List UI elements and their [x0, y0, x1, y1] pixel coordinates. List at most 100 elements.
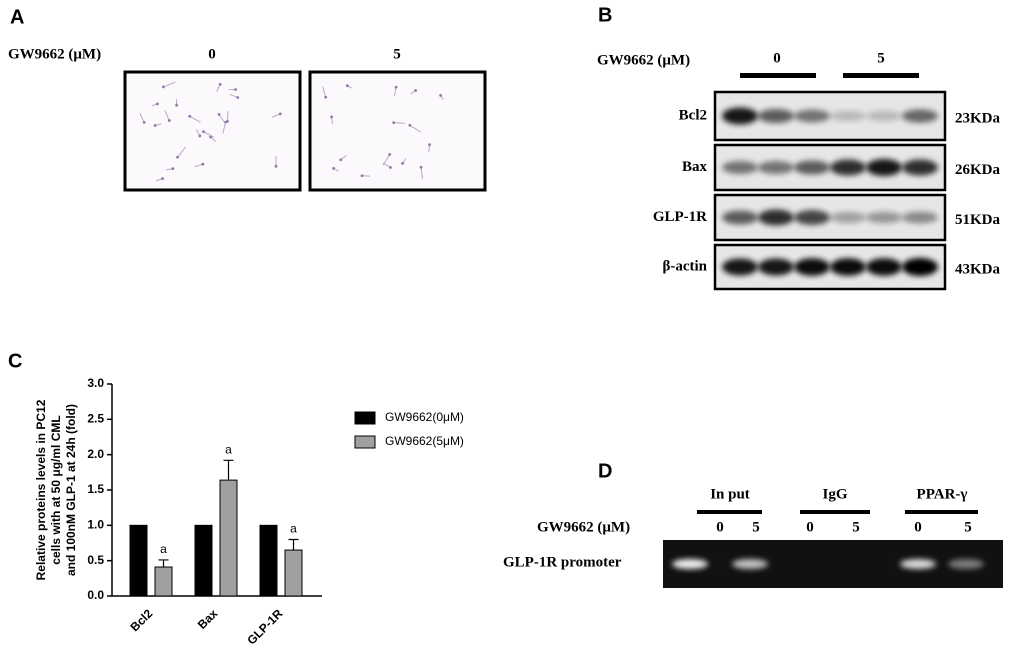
cell: [229, 93, 238, 98]
dose-label: 0: [914, 519, 922, 535]
size-label: 23KDa: [955, 110, 1001, 126]
band: [900, 559, 936, 569]
y-tick-label: 1.5: [87, 482, 104, 496]
band: [758, 109, 794, 123]
row-label: GLP-1R promoter: [503, 554, 622, 570]
y-tick-label: 1.0: [87, 518, 104, 532]
bar: [194, 524, 213, 597]
cell-body: [339, 158, 343, 162]
y-tick-label: 2.5: [87, 412, 104, 426]
western-blots: Bcl2 23KDa Bax 26KDa GLP-1R 51KDa β-actin 43KDa: [653, 90, 1001, 291]
treatment-label: GW9662 (μM): [8, 46, 101, 62]
significance-label: a: [160, 542, 167, 556]
cell-body: [156, 102, 159, 106]
cell-body: [408, 123, 412, 127]
dose-label: 0: [773, 50, 781, 66]
cell: [177, 146, 186, 158]
treatment-label: GW9662 (μM): [597, 52, 690, 68]
x-tick-label: Bcl2: [128, 606, 156, 634]
treatment-label: GW9662 (μM): [537, 519, 630, 535]
cell-body: [388, 153, 392, 156]
band: [902, 258, 938, 276]
panel-label: C: [8, 350, 22, 372]
band: [732, 559, 768, 569]
cell-body: [278, 112, 282, 116]
band: [794, 160, 830, 175]
band: [866, 111, 902, 121]
band: [794, 210, 830, 225]
group-bar: [800, 510, 870, 514]
cell-body: [234, 88, 238, 91]
band: [794, 109, 830, 123]
cell: [203, 131, 215, 138]
bar: [154, 566, 173, 597]
legend-swatch: [354, 411, 376, 425]
dose-label: 5: [852, 519, 860, 535]
cell-body: [175, 103, 179, 107]
band: [866, 258, 902, 276]
bar: [284, 549, 303, 597]
cell-body: [167, 119, 171, 122]
band: [722, 210, 758, 225]
cell: [409, 124, 422, 133]
band: [902, 159, 938, 176]
cell-body: [188, 114, 192, 118]
cell-body: [439, 93, 442, 97]
group-bar: [740, 73, 816, 78]
group-label: In put: [710, 486, 750, 502]
cell: [382, 154, 391, 166]
group-bar: [843, 73, 919, 78]
protein-label: Bax: [682, 159, 708, 175]
cell-body: [428, 143, 431, 147]
cell-body: [142, 121, 146, 124]
dose-label: 5: [752, 519, 760, 535]
cell: [163, 81, 176, 88]
cell-body: [153, 124, 157, 127]
cell-body: [324, 95, 328, 99]
dose-label: 5: [964, 519, 972, 535]
cell-body: [176, 155, 179, 159]
bar: [219, 479, 238, 597]
cell: [322, 86, 327, 98]
micrographs: [123, 70, 487, 192]
group-bar: [905, 510, 978, 514]
legend-swatch: [354, 435, 376, 449]
error-bar: [158, 559, 169, 568]
cell: [226, 111, 229, 122]
cell-body: [198, 134, 202, 138]
size-label: 26KDa: [955, 162, 1001, 178]
band: [758, 258, 794, 276]
band: [794, 258, 830, 276]
band: [866, 211, 902, 224]
protein-label: Bcl2: [679, 107, 707, 123]
band: [830, 159, 866, 176]
cell: [218, 114, 226, 124]
cell-body: [161, 177, 164, 180]
protein-label: GLP-1R: [653, 209, 707, 225]
band: [672, 559, 708, 569]
bar-chart: 0.0 0.5 1.0 1.5 2.0 2.5 3.0 Relative proteins l…: [34, 376, 464, 647]
significance-label: a: [225, 442, 232, 456]
dose-label: 0: [806, 519, 814, 535]
band: [722, 107, 758, 125]
cell-body: [392, 121, 396, 125]
cell-body: [217, 112, 221, 116]
bar: [259, 524, 278, 597]
cell: [194, 163, 203, 168]
y-tick-label: 2.0: [87, 447, 104, 461]
band: [948, 559, 984, 569]
x-tick-label: GLP-1R: [244, 606, 285, 647]
error-bar: [288, 538, 299, 551]
y-tick-label: 0.5: [87, 553, 104, 567]
cell: [393, 122, 405, 124]
cell: [393, 87, 397, 96]
y-axis-label: cells with at 50 μg/ml CML: [49, 415, 63, 564]
cell-body: [419, 165, 423, 169]
cell-body: [414, 89, 418, 92]
legend-label: GW9662(0μM): [385, 410, 464, 424]
size-label: 43KDa: [955, 261, 1001, 277]
cell: [164, 110, 170, 121]
legend-label: GW9662(5μM): [385, 434, 464, 448]
chip-gel: In put IgG PPAR-γ 0 5 0 5 0 5: [663, 486, 1003, 588]
cell: [271, 113, 281, 118]
